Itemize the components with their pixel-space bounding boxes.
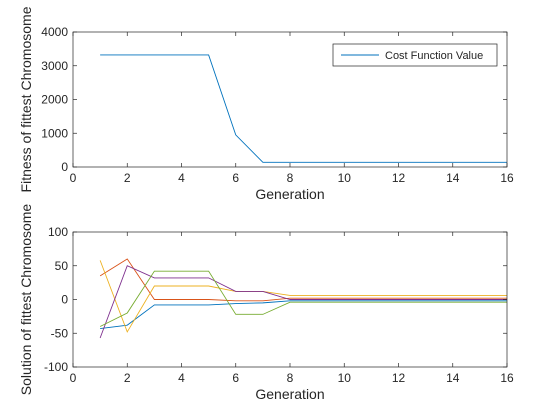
series-line-5 bbox=[99, 270, 507, 327]
x-tick-label: 4 bbox=[178, 171, 185, 185]
y-tick-label: 2000 bbox=[41, 93, 68, 107]
x-tick-label: 0 bbox=[70, 171, 77, 185]
x-tick-label: 14 bbox=[446, 371, 460, 385]
x-tick-label: 8 bbox=[287, 371, 294, 385]
y-tick-label: 3000 bbox=[41, 59, 68, 73]
x-tick-label: 10 bbox=[338, 171, 352, 185]
x-tick-label: 10 bbox=[338, 371, 352, 385]
x-axis-label: Generation bbox=[255, 386, 324, 402]
y-tick-label: 100 bbox=[48, 225, 68, 239]
x-tick-label: 4 bbox=[178, 371, 185, 385]
y-tick-label: 1000 bbox=[41, 126, 68, 140]
y-axis-label: Solution of fittest Chromosome bbox=[18, 204, 34, 396]
series-line-1 bbox=[100, 54, 507, 163]
x-tick-label: 12 bbox=[392, 171, 406, 185]
series-line-3 bbox=[99, 260, 507, 333]
y-tick-label: 0 bbox=[61, 293, 68, 307]
x-tick-label: 14 bbox=[446, 171, 460, 185]
axes-1: 0 2 4 6 8 10 12 14 16 0 1000 2000 3000 4000 Generation… bbox=[18, 6, 514, 202]
y-tick-label: 0 bbox=[61, 160, 68, 174]
series-line-4 bbox=[99, 265, 507, 339]
x-tick-label: 6 bbox=[232, 371, 239, 385]
legend: Cost Function Value bbox=[332, 43, 498, 67]
series-line-1 bbox=[100, 300, 507, 329]
y-tick-label: 50 bbox=[55, 259, 69, 273]
x-tick-label: 0 bbox=[70, 371, 77, 385]
axes-2: 0 2 4 6 8 10 12 14 16 -100 -50 0 50 100 Generation Solu… bbox=[18, 204, 514, 402]
x-tick-label: 16 bbox=[500, 171, 514, 185]
y-tick-label: -100 bbox=[44, 360, 68, 374]
series-group bbox=[100, 54, 507, 163]
x-tick-label: 2 bbox=[124, 171, 131, 185]
x-axis-label: Generation bbox=[255, 186, 324, 202]
series-line-2 bbox=[99, 258, 507, 302]
y-tick-label: 4000 bbox=[41, 25, 68, 39]
legend-label: Cost Function Value bbox=[385, 50, 483, 62]
x-tick-label: 6 bbox=[232, 171, 239, 185]
y-axis-label: Fitness of fittest Chromosome bbox=[18, 6, 34, 192]
y-tick-label: -50 bbox=[51, 326, 69, 340]
x-tick-label: 16 bbox=[500, 371, 514, 385]
series-group bbox=[99, 258, 507, 339]
x-tick-label: 12 bbox=[392, 371, 406, 385]
x-tick-label: 2 bbox=[124, 371, 131, 385]
x-tick-label: 8 bbox=[287, 171, 294, 185]
legend-box bbox=[332, 43, 498, 67]
